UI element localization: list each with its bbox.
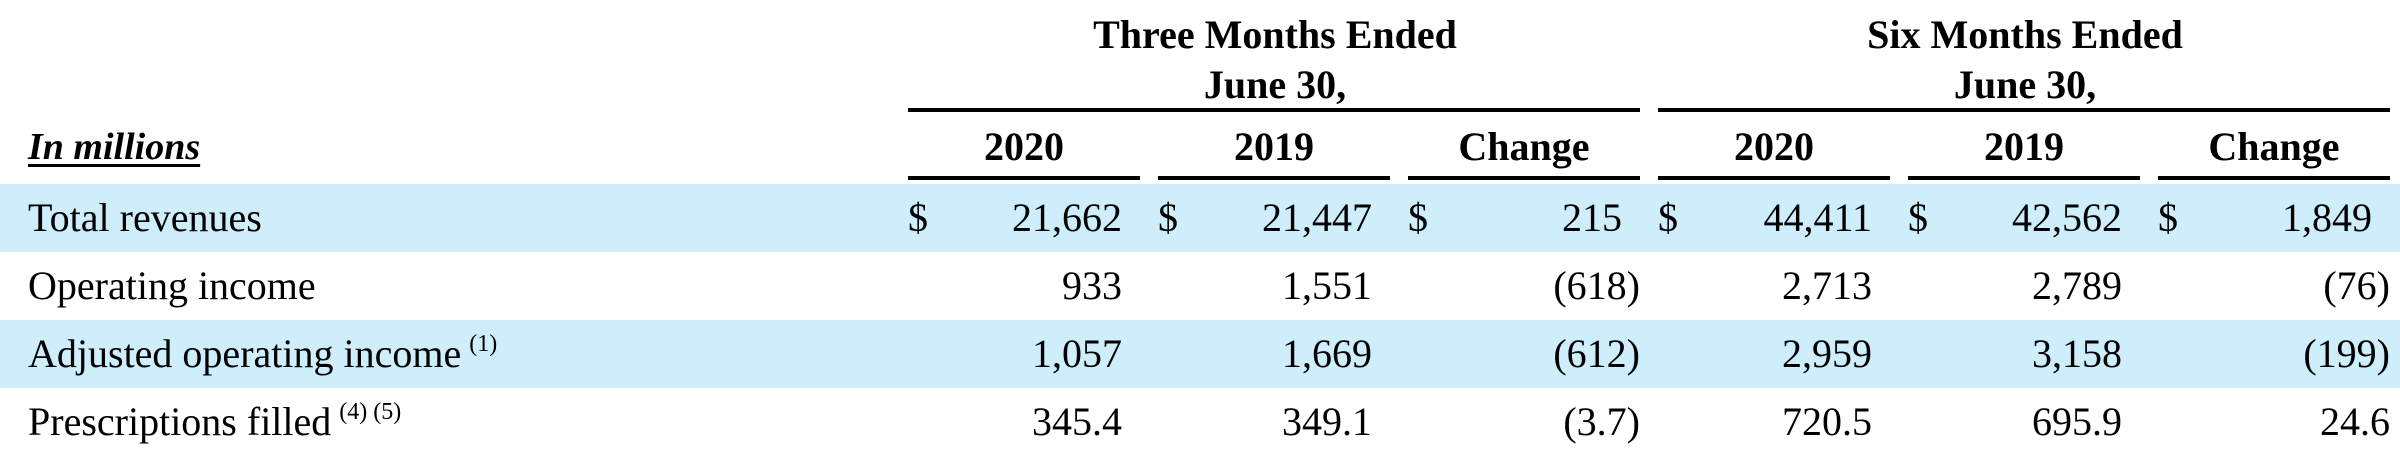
- cell-value: (618): [1553, 263, 1640, 308]
- col-header-3m-2019: 2019: [1234, 124, 1314, 169]
- col-header-6m-2020: 2020: [1734, 124, 1814, 169]
- table-row-total-revenues: Total revenues $21,662 $21,447 $215 $44,…: [0, 184, 2400, 252]
- row-label-text: Adjusted operating income: [28, 331, 462, 376]
- table-row-operating-income: Operating income 933 1,551 (618) 2,713 2…: [0, 252, 2400, 320]
- group-header-three-months: Three Months Ended June 30,: [910, 10, 1640, 110]
- currency-symbol: $: [908, 195, 928, 240]
- table-cell: 3,158: [1908, 320, 2122, 388]
- group-rule-three-months: [908, 108, 1640, 112]
- cell-value: 21,662: [1012, 195, 1122, 240]
- cell-value: 21,447: [1262, 195, 1372, 240]
- group-rule-six-months: [1658, 108, 2390, 112]
- row-label: Total revenues: [28, 184, 262, 252]
- table-cell: $42,562: [1908, 184, 2122, 252]
- table-row-adjusted-operating-income: Adjusted operating income (1) 1,057 1,669…: [0, 320, 2400, 388]
- table-cell: $21,447: [1158, 184, 1372, 252]
- row-label: Prescriptions filled (4) (5): [28, 388, 401, 456]
- table-cell: (618): [1408, 252, 1640, 320]
- cell-value: 1,057: [1032, 331, 1122, 376]
- table-cell: $44,411: [1658, 184, 1872, 252]
- cell-value: 1,849: [2282, 195, 2372, 240]
- table-cell: 2,713: [1658, 252, 1872, 320]
- table-cell: 933: [908, 252, 1122, 320]
- col-header-3m-2020: 2020: [984, 124, 1064, 169]
- cell-value: 1,551: [1282, 263, 1372, 308]
- row-label: Operating income: [28, 252, 316, 320]
- cell-value: (612): [1553, 331, 1640, 376]
- col-header-6m-2019: 2019: [1984, 124, 2064, 169]
- row-label-text: Prescriptions filled: [28, 399, 332, 444]
- group-header-line2: June 30,: [1203, 62, 1347, 107]
- table-cell: (612): [1408, 320, 1640, 388]
- table-cell: (76): [2158, 252, 2390, 320]
- currency-symbol: $: [1658, 195, 1678, 240]
- table-cell: 349.1: [1158, 388, 1372, 456]
- units-label: In millions: [28, 126, 201, 168]
- table-cell: 24.6: [2158, 388, 2390, 456]
- table-cell: 1,551: [1158, 252, 1372, 320]
- cell-value: 349.1: [1282, 399, 1372, 444]
- cell-value: 720.5: [1782, 399, 1872, 444]
- currency-symbol: $: [1408, 195, 1428, 240]
- table-cell: $215: [1408, 184, 1622, 252]
- table-cell: $1,849: [2158, 184, 2372, 252]
- col-rule-3m-2020: [908, 176, 1140, 180]
- table-cell: (199): [2158, 320, 2390, 388]
- cell-value: 42,562: [2012, 195, 2122, 240]
- cell-value: 2,789: [2032, 263, 2122, 308]
- table-cell: 2,959: [1658, 320, 1872, 388]
- cell-value: (199): [2303, 331, 2390, 376]
- cell-value: (76): [2323, 263, 2390, 308]
- group-header-line1: Six Months Ended: [1867, 12, 2183, 57]
- row-label: Adjusted operating income (1): [28, 320, 497, 388]
- cell-value: 3,158: [2032, 331, 2122, 376]
- cell-value: 24.6: [2320, 399, 2390, 444]
- currency-symbol: $: [1908, 195, 1928, 240]
- col-rule-3m-change: [1408, 176, 1640, 180]
- table-cell: 720.5: [1658, 388, 1872, 456]
- table-cell: 2,789: [1908, 252, 2122, 320]
- cell-value: 2,959: [1782, 331, 1872, 376]
- row-label-text: Operating income: [28, 263, 316, 308]
- cell-value: 345.4: [1032, 399, 1122, 444]
- group-header-line1: Three Months Ended: [1093, 12, 1457, 57]
- cell-value: 44,411: [1763, 195, 1872, 240]
- table-cell: (3.7): [1408, 388, 1640, 456]
- col-rule-6m-2020: [1658, 176, 1890, 180]
- cell-value: 215: [1562, 195, 1622, 240]
- table-cell: 345.4: [908, 388, 1122, 456]
- table-cell: 1,669: [1158, 320, 1372, 388]
- col-header-3m-change: Change: [1458, 124, 1590, 169]
- col-header-6m-change: Change: [2208, 124, 2340, 169]
- col-rule-6m-change: [2158, 176, 2390, 180]
- table-cell: 695.9: [1908, 388, 2122, 456]
- col-rule-6m-2019: [1908, 176, 2140, 180]
- footnote-ref: (4) (5): [339, 399, 402, 425]
- cell-value: (3.7): [1563, 399, 1640, 444]
- table-cell: 1,057: [908, 320, 1122, 388]
- group-header-line2: June 30,: [1953, 62, 2097, 107]
- cell-value: 1,669: [1282, 331, 1372, 376]
- row-label-text: Total revenues: [28, 195, 262, 240]
- currency-symbol: $: [1158, 195, 1178, 240]
- group-header-six-months: Six Months Ended June 30,: [1660, 10, 2390, 110]
- cell-value: 933: [1062, 263, 1122, 308]
- table-row-prescriptions-filled: Prescriptions filled (4) (5) 345.4 349.1 …: [0, 388, 2400, 456]
- currency-symbol: $: [2158, 195, 2178, 240]
- col-rule-3m-2019: [1158, 176, 1390, 180]
- table-cell: $21,662: [908, 184, 1122, 252]
- footnote-ref: (1): [469, 331, 498, 357]
- cell-value: 2,713: [1782, 263, 1872, 308]
- cell-value: 695.9: [2032, 399, 2122, 444]
